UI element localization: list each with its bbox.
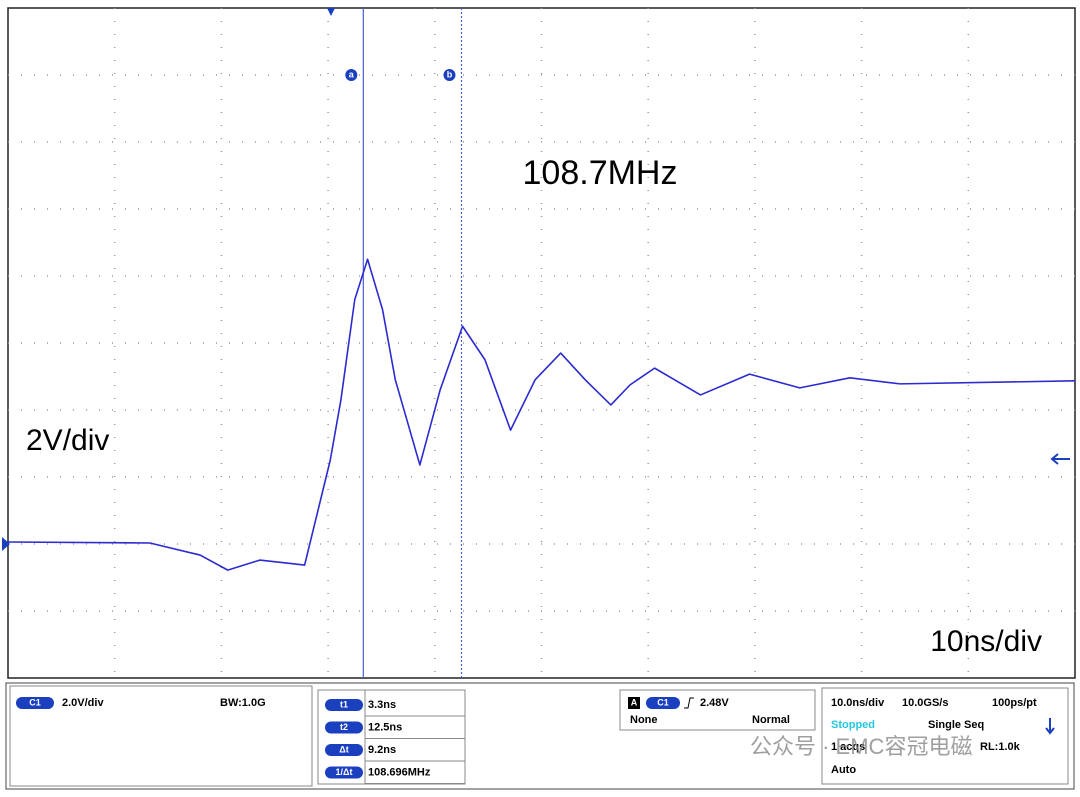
readout-badge [325, 721, 363, 734]
channel-scale: 2.0V/div [62, 697, 104, 709]
ground-marker [2, 537, 10, 551]
readout-value: 3.3ns [368, 699, 396, 711]
watermark: 公众号 · EMC容冠电磁 [750, 734, 972, 759]
readout-value: 9.2ns [368, 744, 396, 756]
cursor-marker [345, 69, 358, 81]
trigger-source: A [631, 697, 638, 707]
trigger-level-marker [1050, 453, 1070, 465]
channel-box [9, 685, 313, 787]
trigger-slope [684, 697, 694, 709]
run-state: Stopped [831, 719, 875, 731]
readout-value: 12.5ns [368, 721, 402, 733]
frequency-annotation: 108.7MHz [523, 154, 678, 192]
channel-label: C1 [29, 697, 41, 707]
trigger-marker [327, 8, 335, 16]
readout-value: 108.696MHz [368, 766, 431, 778]
trigger-level: 2.48V [700, 697, 729, 709]
sample-rate: 10.0GS/s [902, 697, 948, 709]
vertical-scale-annotation: 2V/div [26, 424, 109, 457]
readout-name: t2 [340, 722, 348, 732]
sequence: Single Seq [928, 719, 984, 731]
trigger-channel: C1 [657, 697, 669, 707]
readout-badge [325, 766, 363, 779]
cursor-marker-label: a [349, 69, 355, 79]
readout-name: 1/Δt [336, 767, 353, 777]
grid [8, 8, 1075, 678]
horizontal-scale-annotation: 10ns/div [930, 625, 1042, 658]
readout-badge [325, 699, 363, 711]
trigger-source-box [628, 697, 640, 709]
bandwidth: BW:1.0G [220, 697, 266, 709]
cursor-marker [443, 69, 456, 81]
timebase: 10.0ns/div [831, 697, 885, 709]
readout-badge [325, 744, 363, 756]
cursor-marker-label: b [447, 69, 453, 79]
acq-count: 1 acqs [831, 741, 865, 753]
acquisition-box [821, 687, 1069, 785]
trigger-coupling: None [630, 714, 658, 726]
readout-name: t1 [340, 699, 348, 709]
resolution: 100ps/pt [992, 697, 1037, 709]
trigger-mode: Normal [752, 714, 790, 726]
record-length: RL:1.0k [980, 741, 1021, 753]
auto-mode: Auto [831, 764, 856, 776]
trigger-box [619, 689, 816, 731]
readout-name: Δt [339, 744, 348, 754]
waveform [7, 258, 1076, 571]
cursor-readout: t1 3.3ns t2 12.5ns Δt 9.2ns 1/Δt 108.696MHz [325, 690, 465, 784]
down-arrow [1045, 718, 1055, 735]
trigger-channel-badge [646, 697, 680, 709]
channel-badge [16, 697, 54, 709]
